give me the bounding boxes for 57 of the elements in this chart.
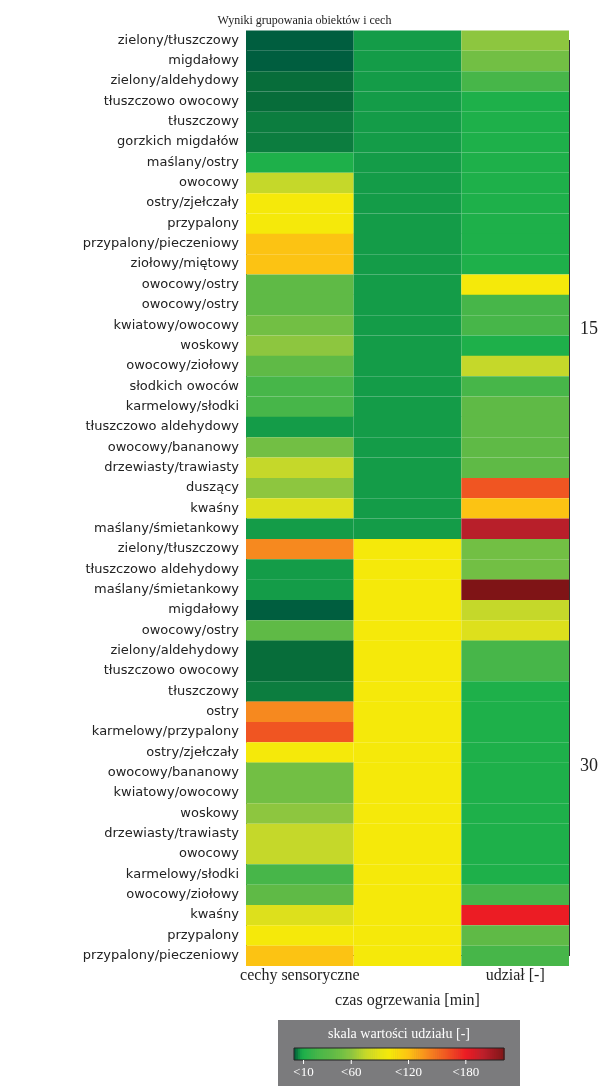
color-bar-title: skala wartości udziału [-] — [328, 1025, 470, 1041]
y-tick-label: karmelowy/słodki — [125, 397, 239, 413]
y-tick-label: duszący — [186, 479, 240, 495]
x-axis-title: czas ogrzewania [min] — [335, 990, 480, 1009]
y-tick-label: karmelowy/przypalony — [91, 723, 240, 739]
y-tick-label: słodkich owoców — [129, 377, 240, 393]
y-tick-label: kwaśny — [190, 499, 240, 515]
x-tick-label: cechy sensoryczne — [240, 966, 360, 985]
y-tick-label: kwiatowy/owocowy — [113, 784, 240, 800]
color-bar-label: <60 — [341, 1064, 362, 1080]
y-tick-label: owocowy/ostry — [141, 296, 240, 312]
y-tick-label: tłuszczowo owocowy — [103, 92, 240, 108]
y-tick-label: migdałowy — [168, 601, 240, 617]
y-tick-label: zielony/aldehydowy — [110, 72, 240, 88]
x-tick-label: udział [-] — [485, 966, 545, 984]
y-tick-label: migdałowy — [168, 52, 240, 68]
y-tick-label: zielony/aldehydowy — [110, 641, 240, 657]
y-tick-label: maślany/śmietankowy — [94, 580, 240, 596]
y-tick-label: ostry — [206, 702, 240, 718]
y-tick-label: przypalony/pieczeniowy — [82, 946, 240, 962]
color-bar-label: <10 — [293, 1064, 314, 1080]
y-tick-label: owocowy/bananowy — [107, 438, 240, 454]
y-tick-label: tłuszczowo aldehydowy — [85, 418, 240, 434]
y-tick-label: karmelowy/słodki — [125, 865, 239, 881]
y-tick-label: kwiatowy/owocowy — [113, 316, 240, 332]
y-tick-label: maślany/śmietankowy — [94, 519, 240, 535]
y-tick-label: drzewiasty/trawiasty — [104, 824, 240, 840]
y-tick-label: ostry/zjełczały — [146, 194, 240, 210]
y-tick-label: tłuszczowo owocowy — [103, 662, 240, 678]
y-tick-label: owocowy — [179, 174, 240, 190]
y-tick-label: woskowy — [180, 804, 240, 820]
y-tick-label: drzewiasty/trawiasty — [104, 458, 240, 474]
y-tick-label: przypalony — [167, 926, 240, 942]
color-bar-label: <120 — [395, 1064, 422, 1080]
y-tick-label: kwaśny — [190, 906, 240, 922]
y-tick-label: przypalony — [167, 214, 240, 230]
y-tick-label: tłuszczowy — [168, 113, 240, 129]
y-tick-label: owocowy — [179, 845, 240, 861]
y-tick-label: owocowy/ostry — [141, 621, 240, 637]
y-tick-label: owocowy/ostry — [141, 275, 240, 291]
color-bar-label: <180 — [452, 1064, 480, 1080]
y2-tick-label: 30 — [580, 754, 598, 775]
y-tick-label: tłuszczowo aldehydowy — [85, 560, 240, 576]
y-tick-label: owocowy/ziołowy — [126, 357, 240, 373]
y-tick-label: woskowy — [180, 336, 240, 352]
y-tick-label: gorzkich migdałów — [116, 133, 240, 149]
y-tick-label: owocowy/bananowy — [107, 763, 240, 779]
y-tick-label: maślany/ostry — [146, 153, 240, 169]
y-tick-label: zielony/tłuszczowy — [117, 31, 240, 47]
y-tick-label: tłuszczowy — [168, 682, 240, 698]
y-tick-label: ziołowy/miętowy — [130, 255, 240, 271]
y2-tick-label: 15 — [580, 317, 598, 338]
y-tick-label: owocowy/ziołowy — [126, 885, 240, 901]
y-tick-label: przypalony/pieczeniowy — [82, 235, 240, 251]
chart-title: Wyniki grupowania obiektów i cech — [217, 13, 392, 28]
y-tick-label: ostry/zjełczały — [146, 743, 240, 759]
y-tick-label: zielony/tłuszczowy — [117, 540, 240, 556]
